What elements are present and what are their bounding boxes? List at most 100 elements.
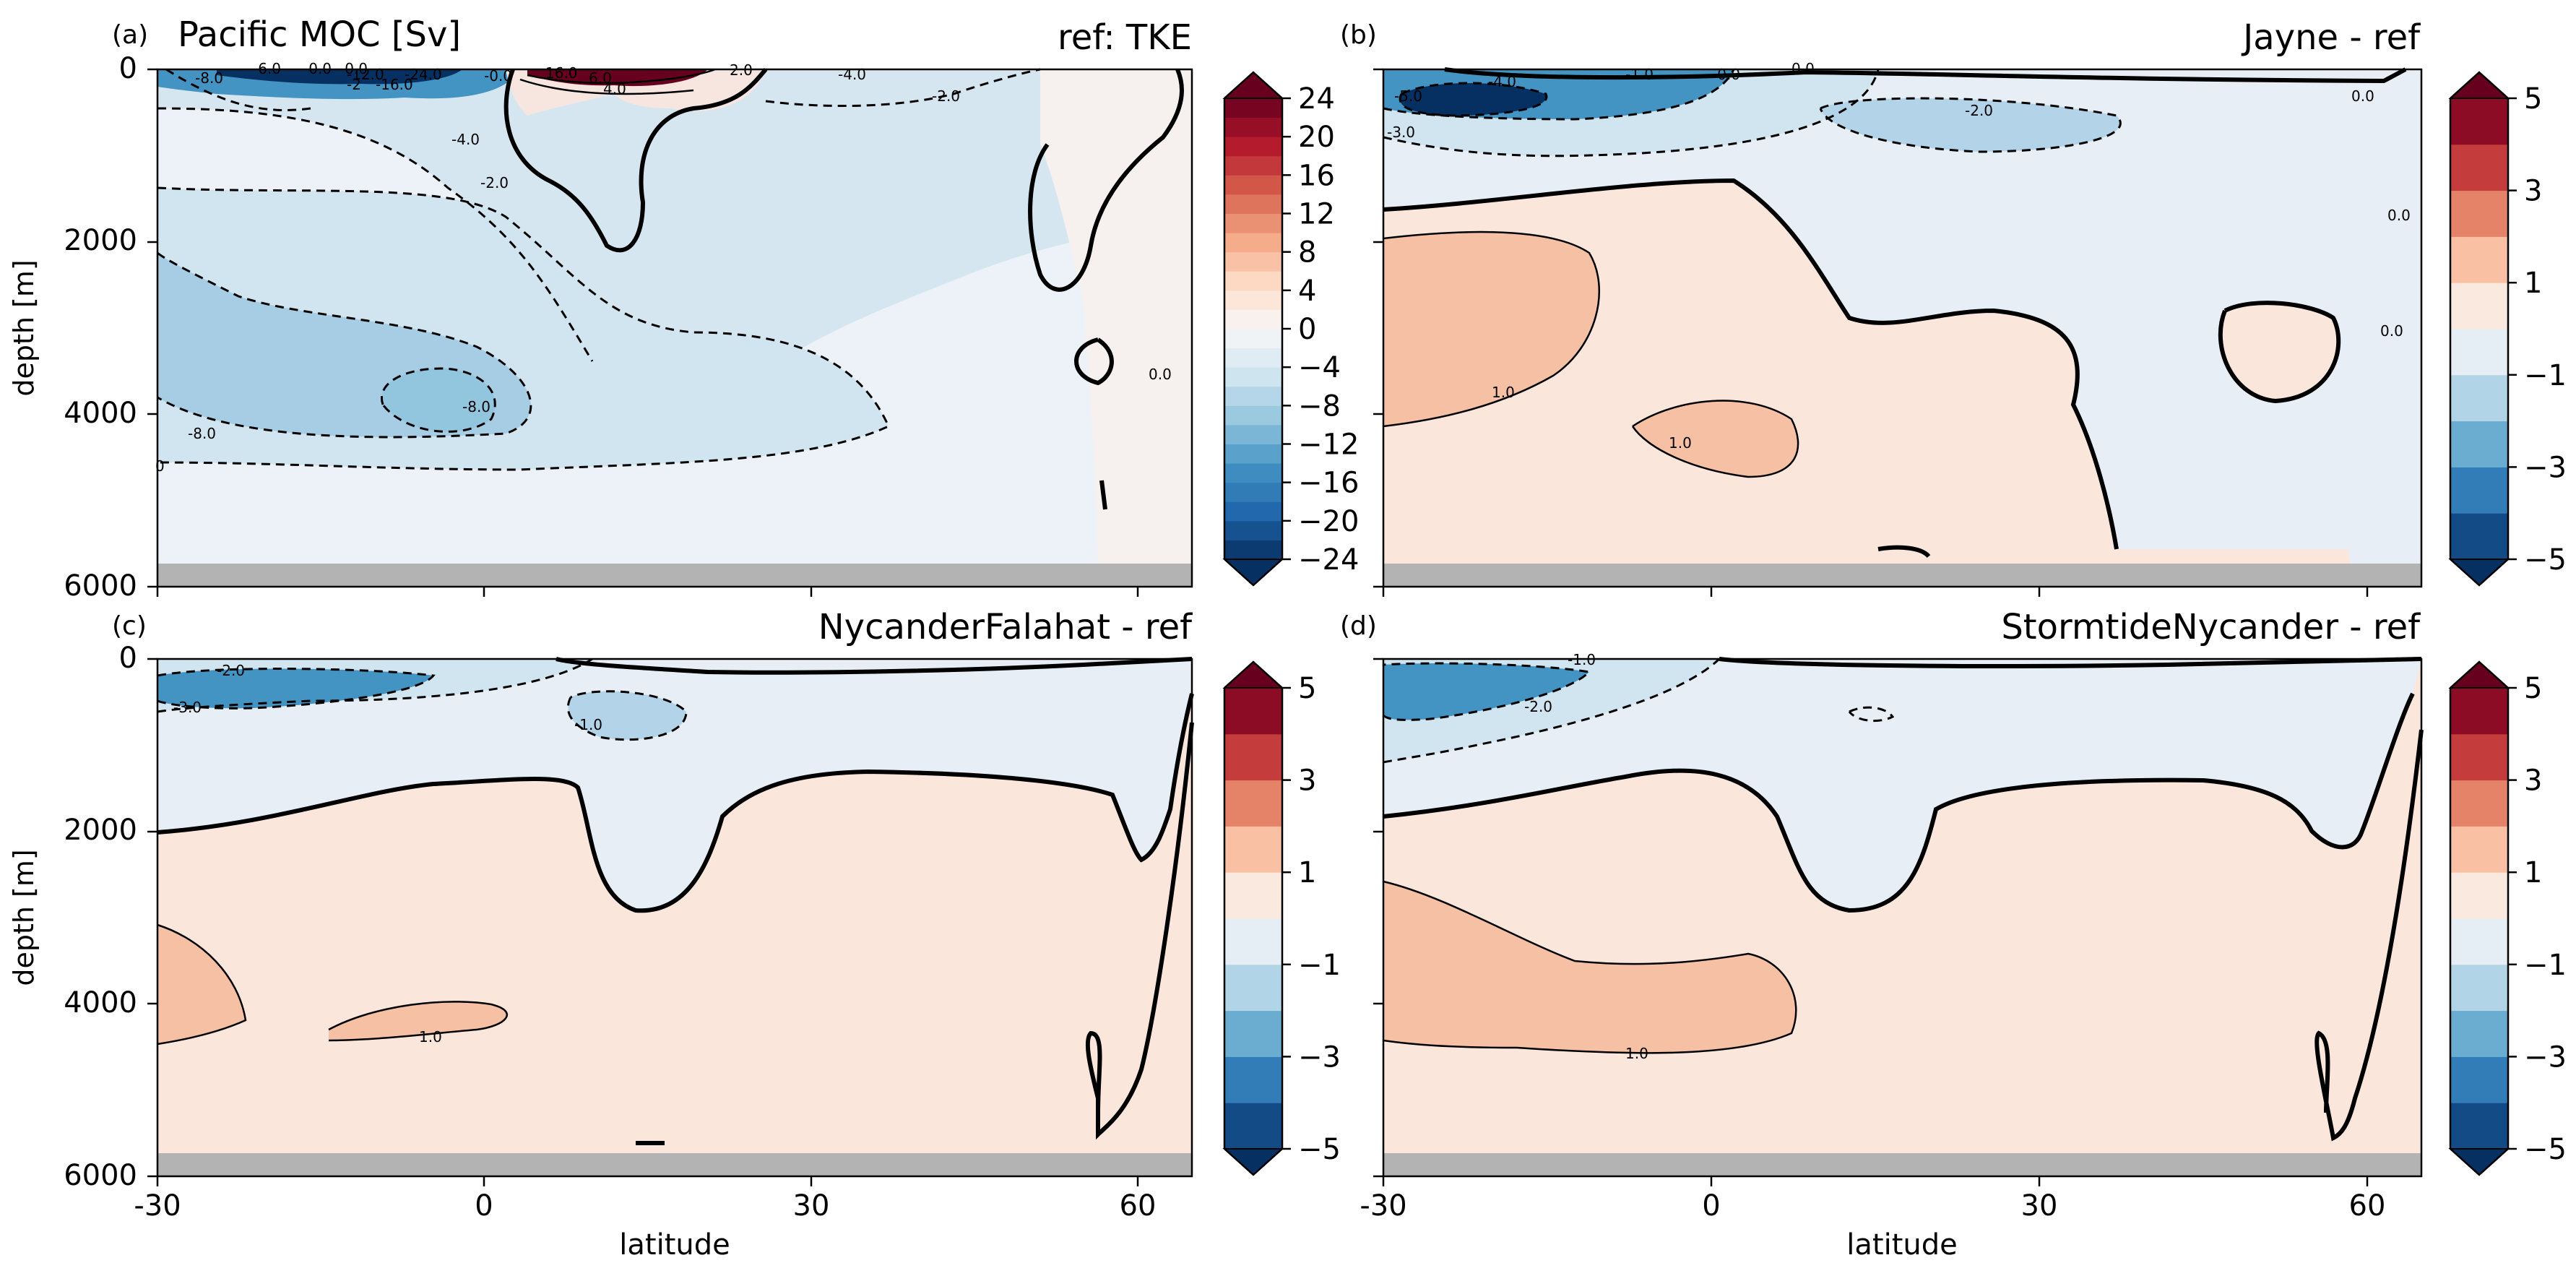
colorbar-tick-label: −5: [2524, 543, 2567, 577]
panel-b-label: (b): [1340, 20, 1377, 50]
colorbar-tick-label: 0: [1298, 313, 1316, 346]
panel-b-solid-contours: [1383, 230, 1799, 478]
colorbar-swatch: [2450, 98, 2508, 145]
x-tick: 60: [2349, 1189, 2386, 1223]
colorbar-tick-label: 5: [2524, 82, 2542, 116]
panel-a: (a) Pacific MOC [Sv] ref: TKE: [8, 14, 1359, 603]
panel-d-negative-region: [1383, 659, 2421, 910]
colorbar-swatch: [1224, 501, 1282, 522]
colorbar-swatches: [2448, 71, 2510, 587]
panel-a-north-zero: [1040, 69, 1192, 587]
contour-label: -4.0: [451, 131, 480, 148]
colorbar-extend-min: [1222, 559, 1284, 587]
panel-c-frame: [156, 658, 1193, 1178]
colorbar-extend-max: [2448, 71, 2510, 99]
panel-b-deep-positive-a: [1383, 232, 1599, 426]
colorbar-extend-max: [1222, 71, 1284, 99]
x-tick: 30: [2021, 1189, 2058, 1223]
panel-b-colorbar: 5 3 1 −1 −3 −5: [2448, 71, 2567, 587]
colorbar-tick-label: −20: [1298, 505, 1359, 538]
panel-d: (d) StormtideNycander - ref -: [1340, 607, 2567, 1262]
panel-d-label: (d): [1340, 611, 1377, 641]
y-tick-marks: [147, 68, 157, 588]
panel-a-weak-negative: [157, 69, 1105, 389]
colorbar-tick-label: −24: [1298, 543, 1359, 577]
contour-label: -8.0: [462, 398, 490, 415]
panel-c-zero-contour: [157, 657, 1194, 1145]
colorbar-tick-label: −12: [1298, 428, 1359, 462]
colorbar-tick-label: 24: [1298, 82, 1335, 116]
colorbar-tick-label: 20: [1298, 121, 1335, 154]
colorbar-swatch: [2450, 513, 2508, 560]
colorbar-swatch: [1224, 733, 1282, 781]
colorbar-tick-label: 3: [2524, 764, 2542, 798]
panel-b-contour-labels: -5.0 -4.0 -3.0 -1.0 -0.0 0.0 -2.0 0.0 0.…: [1387, 60, 2411, 452]
panel-a-label: (a): [112, 20, 148, 50]
panel-a-bottom-mask: [157, 564, 1192, 587]
panel-b-shallow-inner: [1400, 83, 1547, 116]
colorbar-swatch: [2450, 374, 2508, 422]
x-tick: -30: [1360, 1189, 1406, 1223]
colorbar-swatch: [1224, 290, 1282, 310]
colorbar-swatch: [1224, 872, 1282, 919]
colorbar-swatch: [1224, 482, 1282, 502]
colorbar-ticks: 24 20 16 12 8 4 0 −4 −8 −12 −16 −20 −24: [1282, 82, 1359, 577]
colorbar-tick-label: −4: [1298, 351, 1341, 384]
panel-a-y-axis: depth [m] 0 2000 4000 6000: [8, 52, 157, 603]
contour-label: -0.0: [1712, 66, 1740, 83]
colorbar-swatch: [2450, 283, 2508, 329]
x-tick: 0: [475, 1189, 493, 1223]
colorbar-swatch: [2450, 918, 2508, 965]
colorbar-swatch: [1224, 137, 1282, 157]
colorbar-tick-label: 12: [1298, 198, 1335, 231]
contour-label: -2.0: [217, 662, 245, 679]
contour-label: 1.0: [1669, 434, 1692, 452]
colorbar-swatch: [1224, 964, 1282, 1012]
panel-c-shallow-core: [157, 668, 433, 709]
contour-label: -3.0: [173, 699, 202, 716]
panel-a-frame: [156, 68, 1193, 588]
colorbar-tick-label: 1: [2524, 267, 2542, 300]
panel-c-x-axis: -30 0 30 60 latitude: [134, 1189, 1156, 1262]
panel-c-label: (c): [112, 611, 147, 641]
panel-c-contour-labels: -2.0 -3.0 -1.0 1.0: [173, 662, 602, 1046]
colorbar-tick-label: 5: [2524, 672, 2542, 705]
y-tick: 2000: [64, 224, 137, 257]
contour-label: 1.0: [1492, 384, 1515, 401]
contour-label: 1.0: [1625, 1045, 1648, 1062]
colorbar-tick-label: 1: [1298, 856, 1316, 889]
colorbar-swatch: [1224, 213, 1282, 233]
colorbar-ticks: 5 3 1 −1 −3 −5: [1282, 672, 1341, 1166]
colorbar-swatch: [2450, 1103, 2508, 1150]
panel-b-positive-island: [2220, 303, 2339, 401]
contour-label: -2.0: [932, 87, 960, 105]
panel-d-xlabel: latitude: [1846, 1228, 1957, 1262]
colorbar-tick-label: 5: [1298, 672, 1316, 705]
contour-label: 16.0: [545, 64, 578, 82]
contour-label: -2.0: [1965, 102, 1993, 119]
colorbar-swatches: [1222, 71, 1284, 587]
colorbar-swatch: [1224, 98, 1282, 118]
panel-a-zero-contour: [503, 68, 1184, 510]
colorbar-ticks: 5 3 1 −1 −3 −5: [2508, 672, 2567, 1166]
contour-label: -1.0: [574, 716, 602, 733]
panel-c-dashed-contours: [157, 658, 688, 741]
colorbar-swatch: [1224, 405, 1282, 426]
colorbar-swatch: [2450, 688, 2508, 735]
colorbar-swatch: [1224, 117, 1282, 137]
colorbar-extend-max: [1222, 660, 1284, 689]
y-tick: 4000: [64, 986, 137, 1020]
panel-c-solid-contours: [157, 923, 508, 1046]
contour-label: -2.0: [480, 174, 509, 191]
panel-b-zero-contour: [1383, 67, 2407, 559]
panel-c-deep-positive-a: [157, 925, 246, 1044]
y-tick: 0: [119, 52, 137, 85]
panel-b-plot-area: -5.0 -4.0 -3.0 -1.0 -0.0 0.0 -2.0 0.0 0.…: [1382, 60, 2423, 588]
colorbar-swatch: [1224, 918, 1282, 965]
contour-label: -2: [347, 76, 361, 93]
colorbar-swatch: [1224, 1103, 1282, 1150]
panel-c-bottom-mask: [157, 1153, 1192, 1176]
colorbar-swatch: [1224, 444, 1282, 464]
panel-a-title: ref: TKE: [1058, 17, 1192, 58]
